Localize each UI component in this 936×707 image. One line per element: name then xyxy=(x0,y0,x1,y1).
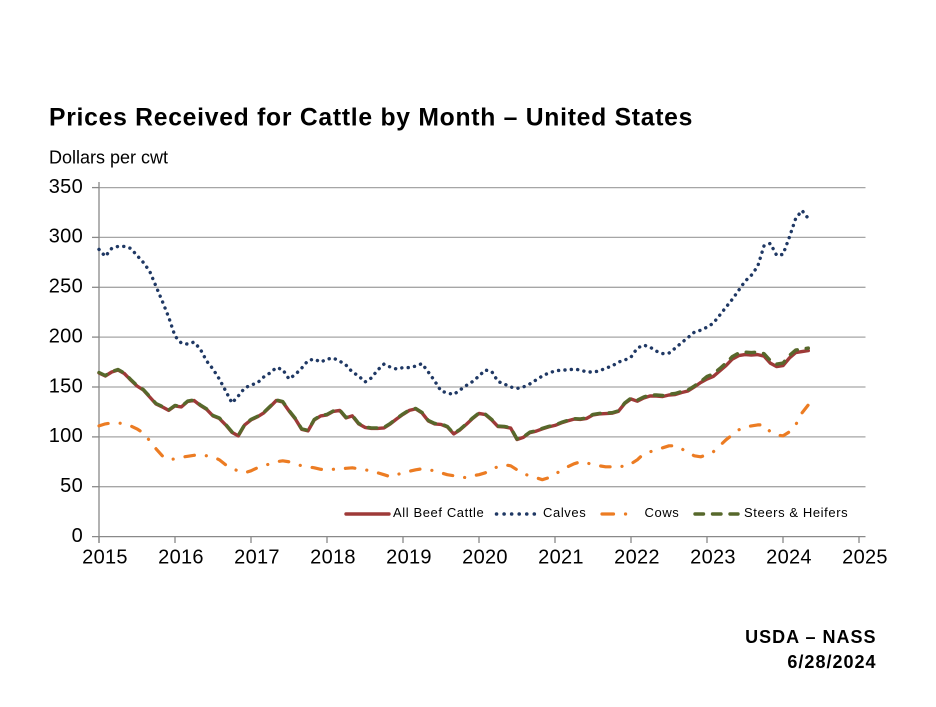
svg-text:2015: 2015 xyxy=(82,547,128,569)
svg-text:2025: 2025 xyxy=(842,547,888,569)
svg-text:100: 100 xyxy=(49,425,83,447)
svg-text:200: 200 xyxy=(49,325,83,347)
svg-text:2017: 2017 xyxy=(234,547,280,569)
svg-text:Dollars per cwt: Dollars per cwt xyxy=(49,148,168,168)
svg-text:Prices Received for Cattle by: Prices Received for Cattle by Month – Un… xyxy=(49,105,693,132)
svg-text:2022: 2022 xyxy=(614,547,660,569)
svg-text:50: 50 xyxy=(60,475,83,497)
svg-text:Cows: Cows xyxy=(645,505,680,520)
svg-text:2024: 2024 xyxy=(766,547,812,569)
svg-text:2016: 2016 xyxy=(158,547,204,569)
svg-text:250: 250 xyxy=(49,276,83,298)
svg-text:2019: 2019 xyxy=(386,547,432,569)
svg-text:0: 0 xyxy=(72,525,83,547)
svg-text:2021: 2021 xyxy=(538,547,584,569)
svg-text:All Beef Cattle: All Beef Cattle xyxy=(393,505,484,520)
svg-text:2023: 2023 xyxy=(690,547,736,569)
svg-text:350: 350 xyxy=(49,176,83,198)
svg-text:150: 150 xyxy=(49,375,83,397)
svg-text:6/28/2024: 6/28/2024 xyxy=(787,652,876,672)
svg-text:Calves: Calves xyxy=(543,505,586,520)
svg-text:USDA – NASS: USDA – NASS xyxy=(745,627,876,647)
svg-text:Steers & Heifers: Steers & Heifers xyxy=(744,505,848,520)
svg-text:2020: 2020 xyxy=(462,547,508,569)
svg-text:2018: 2018 xyxy=(310,547,356,569)
svg-text:300: 300 xyxy=(49,226,83,248)
